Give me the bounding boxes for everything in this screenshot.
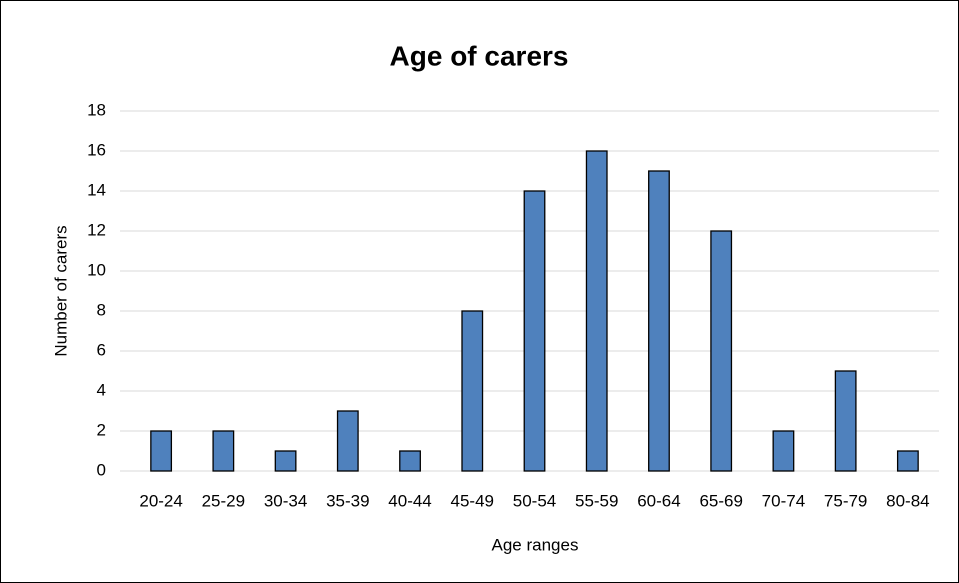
x-tick-label: 50-54 <box>513 491 556 510</box>
y-tick-label: 10 <box>87 260 106 279</box>
x-tick-label: 25-29 <box>202 491 245 510</box>
x-tick-label: 65-69 <box>699 491 742 510</box>
y-tick-label: 4 <box>97 380 106 399</box>
x-tick-label: 80-84 <box>886 491 929 510</box>
x-tick-label: 45-49 <box>451 491 494 510</box>
x-tick-label: 70-74 <box>762 491 805 510</box>
bar <box>523 190 546 472</box>
y-tick-label: 14 <box>87 180 106 199</box>
y-tick-label: 0 <box>97 460 106 479</box>
bar <box>212 430 235 472</box>
bar <box>772 430 795 472</box>
bar <box>150 430 173 472</box>
bar <box>834 370 857 472</box>
bar <box>461 310 484 472</box>
y-tick-label: 18 <box>87 100 106 119</box>
bar <box>274 450 297 472</box>
bar <box>710 230 733 472</box>
x-tick-label: 20-24 <box>139 491 182 510</box>
y-tick-label: 16 <box>87 140 106 159</box>
x-tick-label: 30-34 <box>264 491 307 510</box>
y-tick-label: 8 <box>97 300 106 319</box>
x-tick-label: 40-44 <box>388 491 431 510</box>
bar <box>648 170 670 472</box>
bar <box>336 410 359 472</box>
y-tick-label: 6 <box>97 340 106 359</box>
x-tick-label: 35-39 <box>326 491 369 510</box>
x-tick-label: 75-79 <box>824 491 867 510</box>
x-axis-label: Age ranges <box>492 535 579 554</box>
y-tick-label: 12 <box>87 220 106 239</box>
x-tick-label: 60-64 <box>637 491 680 510</box>
bar <box>896 450 919 472</box>
x-tick-label: 55-59 <box>575 491 618 510</box>
bar <box>399 450 421 472</box>
bar <box>585 150 608 472</box>
chart-title: Age of carers <box>390 40 569 71</box>
y-tick-label: 2 <box>97 420 106 439</box>
y-axis-label: Number of carers <box>51 225 70 356</box>
